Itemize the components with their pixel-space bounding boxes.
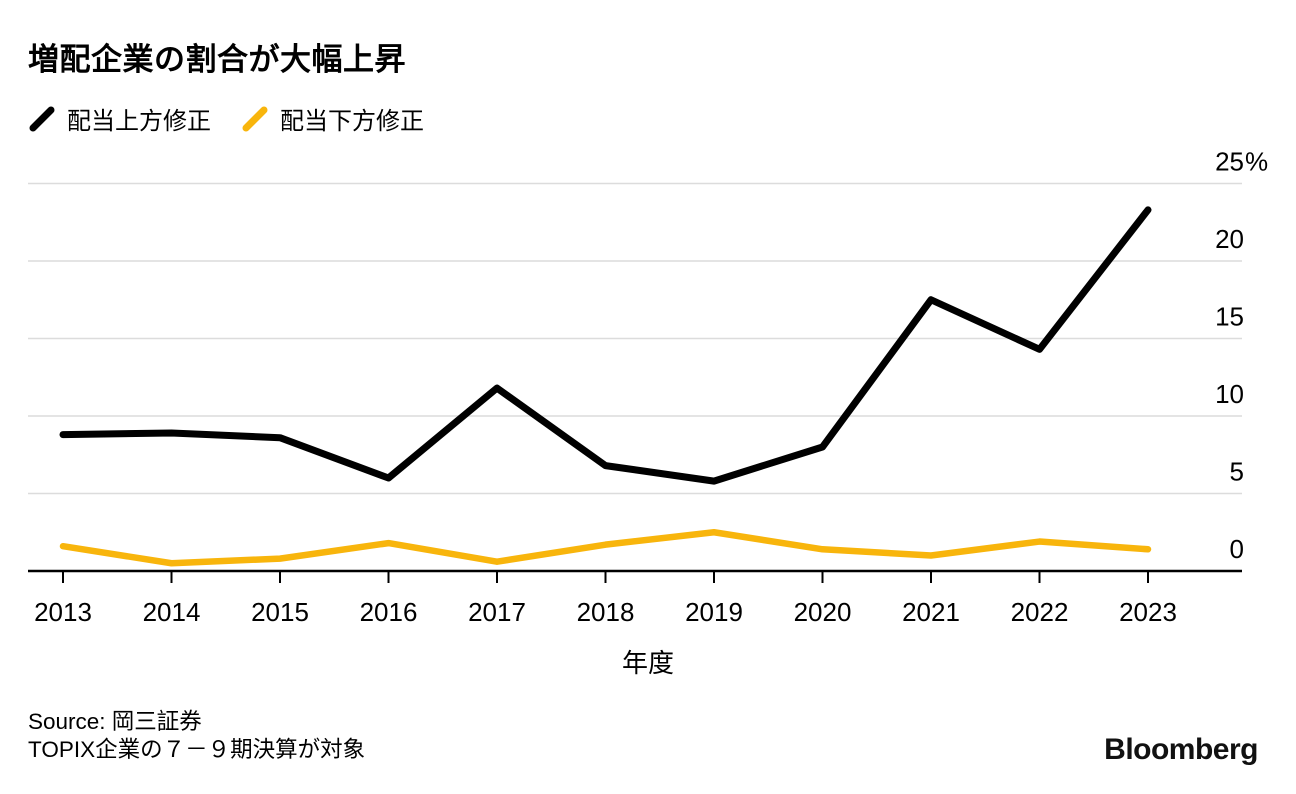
y-tick-label-25: 25 (1215, 147, 1244, 177)
y-tick-label-20: 20 (1215, 224, 1244, 254)
legend-label-down-revision: 配当下方修正 (280, 108, 424, 135)
series-line-up-revision (59, 206, 1152, 485)
footer: Source: 岡三証券 TOPIX企業の７－９期決算が対象 (28, 708, 365, 764)
chart-title: 増配企業の割合が大幅上昇 (28, 42, 406, 77)
legend-item-up-revision: 配当上方修正 (28, 101, 211, 136)
x-tick-label-2022: 2022 (1011, 597, 1069, 627)
x-tick-label-2013: 2013 (34, 597, 92, 627)
x-tick-label-2017: 2017 (468, 597, 526, 627)
yellow-slash-icon (242, 106, 268, 131)
x-axis-title: 年度 (622, 648, 674, 678)
y-tick-label-0: 0 (1230, 534, 1244, 564)
y-tick-label-15: 15 (1215, 302, 1244, 332)
x-tick-label-2015: 2015 (251, 597, 309, 627)
x-tick-label-2019: 2019 (685, 597, 743, 627)
series-line-down-revision (59, 529, 1152, 567)
y-tick-label-5: 5 (1230, 457, 1244, 487)
x-tick-label-2014: 2014 (143, 597, 201, 627)
legend-label-up-revision: 配当上方修正 (67, 108, 211, 135)
legend-item-down-revision: 配当下方修正 (241, 101, 424, 136)
x-tick-label-2016: 2016 (360, 597, 418, 627)
black-slash-icon (29, 106, 55, 131)
source-text: Source: 岡三証券 (28, 709, 202, 734)
x-tick-label-2021: 2021 (902, 597, 960, 627)
bloomberg-logo: Bloomberg (1104, 733, 1258, 766)
x-tick-label-2018: 2018 (577, 597, 635, 627)
y-tick-label-10: 10 (1215, 379, 1244, 409)
note-text: TOPIX企業の７－９期決算が対象 (28, 737, 366, 762)
x-tick-label-2020: 2020 (794, 597, 852, 627)
legend: 配当上方修正 配当下方修正 (28, 101, 424, 136)
x-tick-label-2023: 2023 (1119, 597, 1177, 627)
y-tick-suffix: % (1245, 147, 1268, 177)
